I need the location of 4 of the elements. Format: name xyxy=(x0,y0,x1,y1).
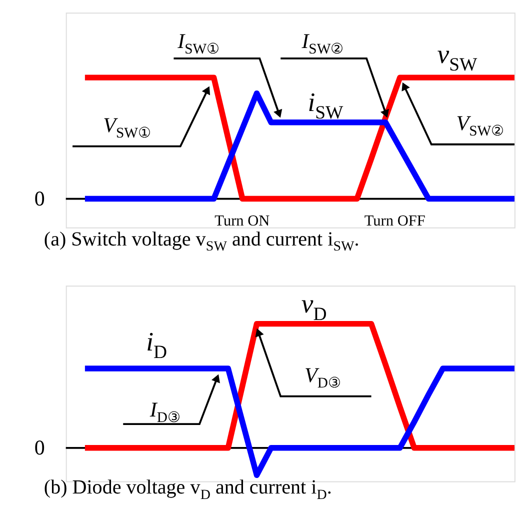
text: Turn OFF xyxy=(364,212,426,230)
text: 0 xyxy=(34,186,45,210)
text: 0 xyxy=(34,436,45,460)
text: Turn ON xyxy=(214,212,270,230)
